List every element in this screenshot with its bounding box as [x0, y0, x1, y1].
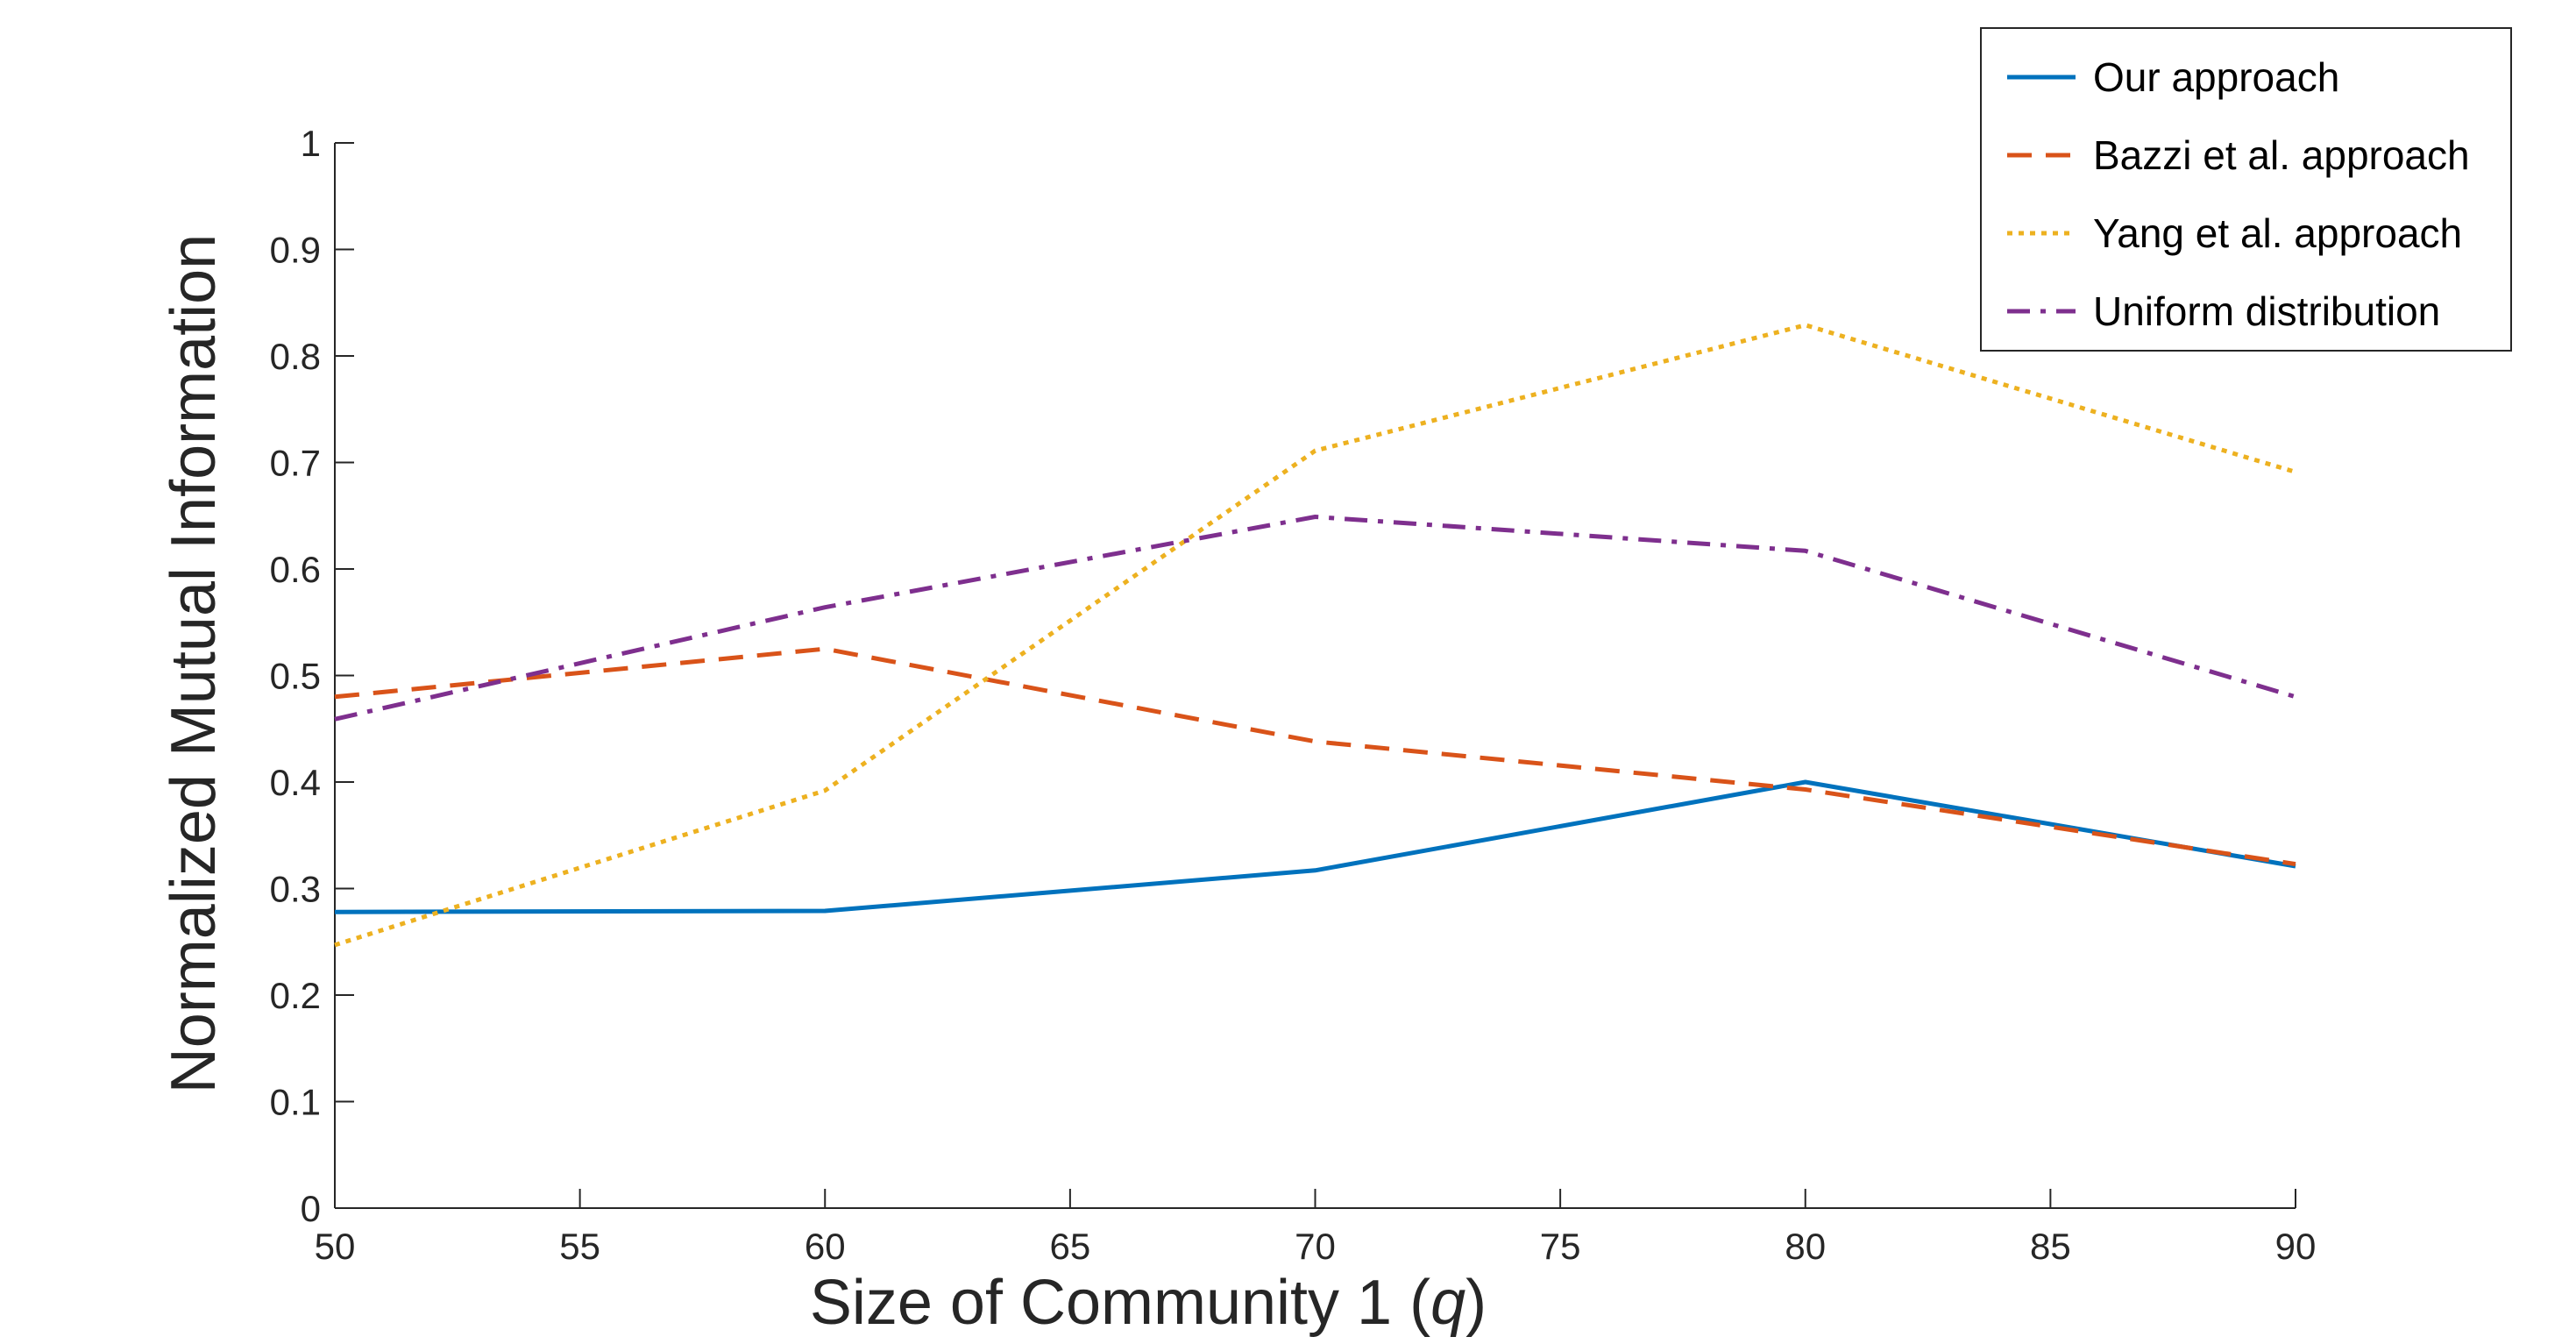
legend-label-2: Bazzi et al. approach — [2093, 132, 2470, 178]
x-axis-title: Size of Community 1 (q) — [810, 1268, 1487, 1338]
y-axis-ticks: 0 0.1 0.2 0.3 0.4 0.5 0.6 0.7 0.8 0.9 1 — [270, 123, 354, 1229]
x-tick-label: 50 — [315, 1226, 356, 1267]
legend: Our approach Bazzi et al. approach Yang et… — [1980, 27, 2512, 352]
y-tick-label: 0 — [301, 1188, 321, 1229]
y-tick-label: 0.3 — [270, 869, 321, 910]
x-tick-label: 75 — [1540, 1226, 1581, 1267]
y-tick-label: 0.9 — [270, 230, 321, 271]
x-tick-label: 80 — [1785, 1226, 1826, 1267]
y-tick-label: 0.1 — [270, 1082, 321, 1123]
x-tick-label: 85 — [2030, 1226, 2071, 1267]
y-tick-label: 0.7 — [270, 443, 321, 484]
y-tick-label: 0.6 — [270, 549, 321, 590]
x-tick-label: 90 — [2275, 1226, 2317, 1267]
series-line-4 — [334, 515, 2296, 722]
y-axis-title: Normalized Mutual Information — [159, 234, 229, 1093]
y-tick-label: 0.8 — [270, 336, 321, 377]
x-axis-ticks: 50 55 60 65 70 75 80 85 90 — [315, 1189, 2317, 1267]
series-lines — [334, 323, 2296, 948]
x-tick-label: 55 — [559, 1226, 600, 1267]
legend-label-4: Uniform distribution — [2093, 288, 2440, 334]
y-tick-label: 1 — [301, 123, 321, 164]
x-tick-label: 65 — [1050, 1226, 1091, 1267]
x-tick-label: 60 — [805, 1226, 846, 1267]
series-line-1 — [334, 779, 2296, 914]
x-tick-label: 70 — [1295, 1226, 1336, 1267]
legend-label-3: Yang et al. approach — [2093, 210, 2462, 256]
y-tick-label: 0.4 — [270, 762, 321, 803]
legend-label-1: Our approach — [2093, 54, 2339, 100]
series-line-3 — [334, 323, 2296, 948]
legend-box — [1980, 27, 2512, 352]
series-line-2 — [334, 646, 2296, 867]
y-tick-label: 0.2 — [270, 975, 321, 1016]
y-tick-label: 0.5 — [270, 656, 321, 697]
